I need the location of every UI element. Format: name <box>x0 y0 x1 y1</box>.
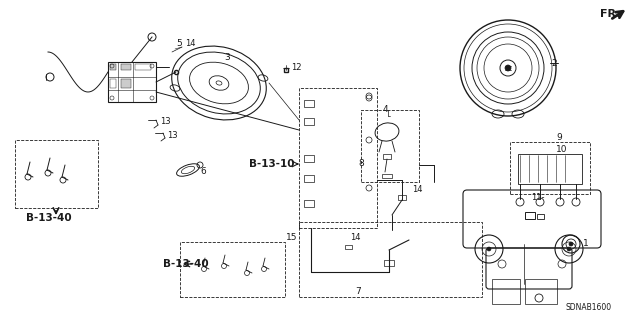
Text: B-13-40: B-13-40 <box>26 213 72 223</box>
Text: 6: 6 <box>200 167 205 176</box>
Circle shape <box>487 247 491 251</box>
Text: 2: 2 <box>551 58 557 68</box>
Text: SDNAB1600: SDNAB1600 <box>565 303 611 313</box>
Text: 14: 14 <box>412 186 422 195</box>
Bar <box>135 64 151 70</box>
Text: 1: 1 <box>583 240 589 249</box>
Bar <box>345 245 352 249</box>
Text: 13: 13 <box>167 130 178 139</box>
Bar <box>304 175 314 182</box>
Bar <box>518 154 582 184</box>
Text: 10: 10 <box>556 145 568 154</box>
Text: B-13-10: B-13-10 <box>249 159 294 169</box>
Text: 7: 7 <box>355 286 361 295</box>
Bar <box>304 100 314 107</box>
Bar <box>121 79 131 88</box>
Text: 14: 14 <box>350 233 360 241</box>
Bar <box>398 195 406 200</box>
Circle shape <box>567 247 571 251</box>
Text: 9: 9 <box>556 133 562 143</box>
Bar <box>492 279 520 304</box>
Bar <box>304 155 314 162</box>
Circle shape <box>505 65 511 71</box>
Text: 12: 12 <box>291 63 301 72</box>
Bar <box>110 79 116 88</box>
Bar <box>180 242 285 297</box>
Text: 3: 3 <box>224 53 230 62</box>
Bar <box>383 154 391 159</box>
Text: 13: 13 <box>160 117 171 127</box>
Bar <box>304 200 314 207</box>
Bar <box>384 260 394 266</box>
Bar <box>15 140 98 208</box>
Text: FR.: FR. <box>600 9 621 19</box>
Bar <box>121 64 131 70</box>
Bar <box>537 214 544 219</box>
Bar <box>382 174 392 178</box>
Text: 8: 8 <box>358 159 364 167</box>
Circle shape <box>569 242 573 246</box>
Bar <box>110 64 116 70</box>
Text: B-13-40: B-13-40 <box>163 259 209 269</box>
Bar <box>525 279 557 304</box>
Text: 15: 15 <box>286 234 298 242</box>
Text: 14: 14 <box>185 40 195 48</box>
Text: 5: 5 <box>176 40 182 48</box>
Text: 4: 4 <box>383 106 388 115</box>
Text: 11-: 11- <box>531 194 545 203</box>
Bar <box>299 222 482 297</box>
Bar <box>299 88 377 228</box>
Bar <box>510 142 590 194</box>
Bar <box>525 212 535 219</box>
Bar <box>108 62 156 102</box>
Bar <box>361 110 419 182</box>
Bar <box>304 118 314 125</box>
